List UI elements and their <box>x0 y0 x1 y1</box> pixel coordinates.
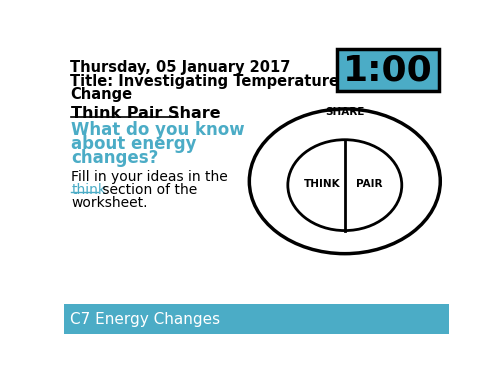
Text: section of the: section of the <box>98 183 197 197</box>
FancyBboxPatch shape <box>337 49 438 91</box>
Text: PAIR: PAIR <box>356 178 382 189</box>
Bar <box>64 304 449 334</box>
Text: C7 Energy Changes: C7 Energy Changes <box>70 312 220 327</box>
Text: Fill in your ideas in the: Fill in your ideas in the <box>72 170 228 184</box>
Text: Change: Change <box>70 87 132 102</box>
Text: think: think <box>72 183 106 197</box>
Text: THINK: THINK <box>304 178 340 189</box>
Text: 1:00: 1:00 <box>343 53 433 87</box>
Text: Think Pair Share: Think Pair Share <box>72 106 221 121</box>
Text: Thursday, 05 January 2017: Thursday, 05 January 2017 <box>70 60 290 75</box>
Text: about energy: about energy <box>72 135 197 153</box>
Text: Title: Investigating Temperature: Title: Investigating Temperature <box>70 74 339 89</box>
Ellipse shape <box>250 109 440 254</box>
Text: What do you know: What do you know <box>72 121 245 139</box>
Text: worksheet.: worksheet. <box>72 196 148 210</box>
Text: SHARE: SHARE <box>325 107 364 117</box>
Ellipse shape <box>288 140 402 231</box>
Text: changes?: changes? <box>72 149 159 167</box>
